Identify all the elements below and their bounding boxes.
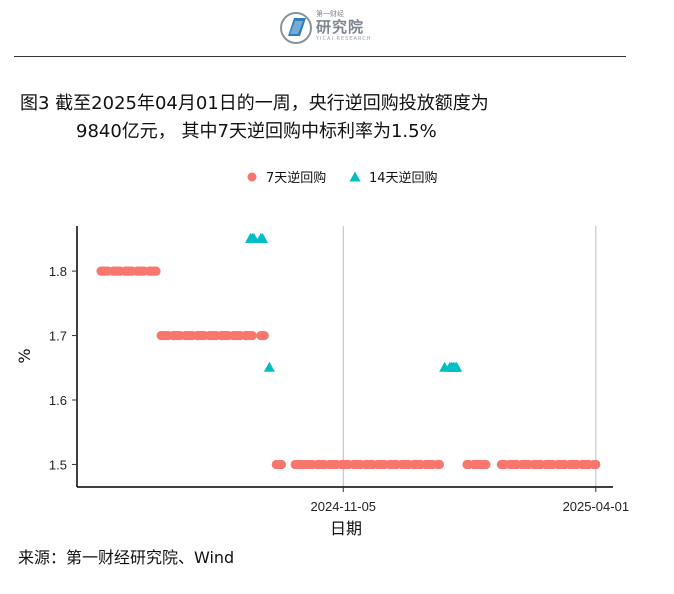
point-14d (451, 361, 463, 372)
y-tick-label: 1.6 (49, 393, 67, 408)
series-14d-points (245, 232, 463, 372)
point-7d (276, 459, 287, 470)
x-tick-label: 2025-04-01 (563, 499, 630, 514)
legend-label-7d: 7天逆回购 (266, 170, 326, 186)
point-7d (247, 330, 257, 341)
x-tick-label: 2024-11-05 (311, 499, 377, 514)
y-tick-label: 1.5 (49, 457, 67, 472)
figure-title-line1: 图3 截至2025年04月01日的一周，央行逆回购投放额度为 (20, 93, 489, 114)
point-7d (591, 459, 601, 470)
point-7d (151, 266, 161, 276)
legend-label-14d: 14天逆回购 (369, 170, 438, 186)
legend-marker-14d (349, 171, 361, 182)
x-axis-label: 日期 (330, 519, 362, 538)
point-7d (434, 459, 445, 470)
point-14d (263, 361, 275, 372)
y-axis-ticks: 1.5 1.6 1.7 1.8 (49, 264, 77, 472)
point-7d (481, 459, 491, 470)
yicai-research-logo: 第一财经 研究院 YICAI RESEARCH (280, 8, 390, 48)
figure-title: 图3 截至2025年04月01日的一周，央行逆回购投放额度为 9840亿元， 其… (20, 90, 489, 146)
legend: 7天逆回购 14天逆回购 (247, 170, 438, 186)
logo-emblem-icon (280, 12, 312, 44)
point-7d (259, 330, 269, 341)
point-14d (257, 232, 269, 243)
y-tick-label: 1.7 (49, 329, 67, 344)
logo-sub-text: YICAI RESEARCH (316, 36, 372, 42)
header-rule (14, 56, 626, 57)
report-header: 第一财经 研究院 YICAI RESEARCH (0, 0, 674, 60)
series-7d-points (96, 266, 601, 470)
logo-main-text: 研究院 (316, 18, 365, 36)
x-axis-ticks: 2024-11-05 2025-04-01 (311, 487, 630, 514)
legend-marker-7d (247, 172, 257, 182)
source-note: 来源：第一财经研究院、Wind (18, 548, 235, 567)
logo-small-text: 第一财经 (316, 10, 344, 18)
gridlines (342, 226, 597, 487)
y-tick-label: 1.8 (49, 264, 67, 279)
y-axis-label: % (15, 348, 34, 363)
figure-title-line2: 9840亿元， 其中7天逆回购中标利率为1.5% (76, 121, 437, 142)
